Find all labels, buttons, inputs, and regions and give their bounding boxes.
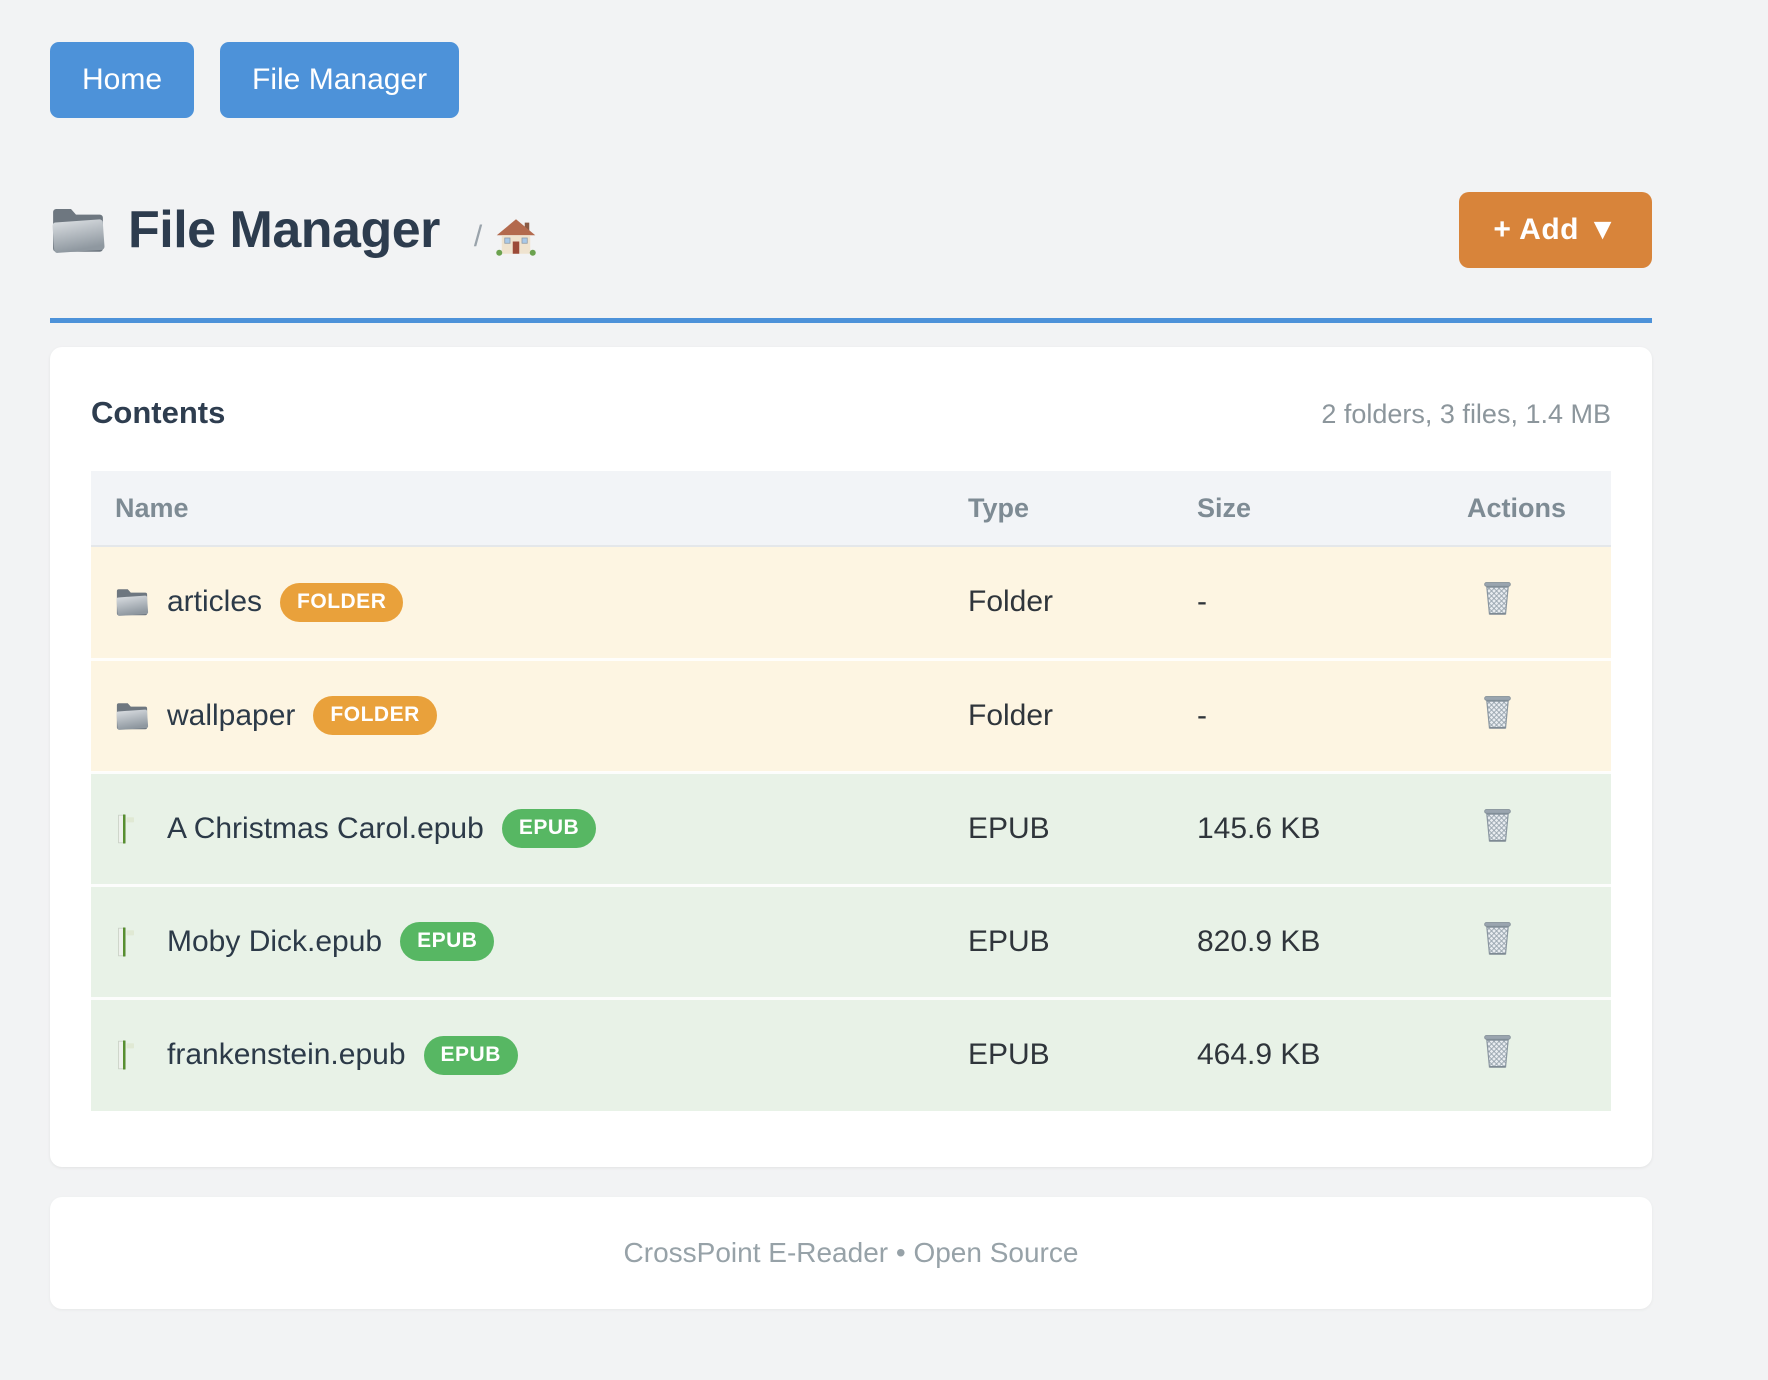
book-icon xyxy=(115,926,149,958)
table-row: frankenstein.epub EPUB EPUB 464.9 KB xyxy=(91,996,1611,1111)
footer-text: CrossPoint E-Reader • Open Source xyxy=(623,1237,1079,1268)
column-header-name: Name xyxy=(91,471,944,547)
book-icon xyxy=(115,813,149,845)
house-icon xyxy=(496,218,536,256)
table-body: articles FOLDER Folder - xyxy=(91,546,1611,1111)
size-cell: - xyxy=(1173,657,1443,772)
column-header-type: Type xyxy=(944,471,1173,547)
nav-home-button[interactable]: Home xyxy=(50,42,195,118)
delete-button[interactable] xyxy=(1479,578,1516,618)
type-cell: Folder xyxy=(944,546,1173,659)
file-name[interactable]: articles xyxy=(167,585,263,619)
trash-icon xyxy=(1479,1031,1516,1071)
table-header-row: Name Type Size Actions xyxy=(91,471,1611,547)
size-cell: - xyxy=(1173,546,1443,659)
trash-icon xyxy=(1479,805,1516,845)
file-name[interactable]: frankenstein.epub xyxy=(167,1038,406,1072)
type-badge: EPUB xyxy=(501,809,597,848)
files-table: Name Type Size Actions xyxy=(91,471,1611,1111)
size-cell: 145.6 KB xyxy=(1173,770,1443,885)
table-row: A Christmas Carol.epub EPUB EPUB 145.6 K… xyxy=(91,770,1611,885)
type-cell: Folder xyxy=(944,657,1173,772)
delete-button[interactable] xyxy=(1479,918,1516,958)
delete-button[interactable] xyxy=(1479,1031,1516,1071)
table-row: wallpaper FOLDER Folder - xyxy=(91,657,1611,772)
type-cell: EPUB xyxy=(944,770,1173,885)
contents-summary: 2 folders, 3 files, 1.4 MB xyxy=(1321,399,1611,429)
divider xyxy=(50,318,1652,323)
page-header: File Manager / xyxy=(50,192,1652,268)
column-header-size: Size xyxy=(1173,471,1443,547)
column-header-actions: Actions xyxy=(1443,471,1611,547)
file-name[interactable]: Moby Dick.epub xyxy=(167,924,383,958)
nav-file-manager-button[interactable]: File Manager xyxy=(220,42,460,118)
delete-button[interactable] xyxy=(1479,692,1516,732)
folder-icon xyxy=(115,700,149,732)
type-badge: FOLDER xyxy=(313,696,437,735)
table-row: Moby Dick.epub EPUB EPUB 820.9 KB xyxy=(91,883,1611,998)
delete-button[interactable] xyxy=(1479,805,1516,845)
type-badge: FOLDER xyxy=(280,582,404,622)
type-badge: EPUB xyxy=(400,922,495,961)
page-title: File Manager xyxy=(128,201,440,259)
breadcrumb-separator: / xyxy=(473,220,483,253)
breadcrumb: / xyxy=(474,218,536,256)
contents-heading: Contents xyxy=(91,395,226,430)
breadcrumb-home-link[interactable] xyxy=(496,218,536,256)
size-cell: 464.9 KB xyxy=(1173,996,1443,1111)
trash-icon xyxy=(1479,692,1516,732)
book-icon xyxy=(115,1039,149,1071)
page: Home File Manager xyxy=(50,0,1652,1309)
table-row: articles FOLDER Folder - xyxy=(91,546,1611,659)
footer: CrossPoint E-Reader • Open Source xyxy=(50,1197,1652,1309)
trash-icon xyxy=(1479,918,1516,958)
trash-icon xyxy=(1479,578,1516,618)
add-button[interactable]: + Add ▼ xyxy=(1459,192,1652,268)
type-cell: EPUB xyxy=(944,996,1173,1111)
size-cell: 820.9 KB xyxy=(1173,883,1443,998)
file-name[interactable]: wallpaper xyxy=(167,698,296,732)
folder-icon xyxy=(115,586,149,618)
type-badge: EPUB xyxy=(423,1035,518,1075)
type-cell: EPUB xyxy=(944,883,1173,998)
contents-card: Contents 2 folders, 3 files, 1.4 MB Name… xyxy=(50,347,1652,1167)
file-name[interactable]: A Christmas Carol.epub xyxy=(167,811,484,845)
top-nav: Home File Manager xyxy=(50,42,1652,118)
folder-icon xyxy=(50,205,106,255)
